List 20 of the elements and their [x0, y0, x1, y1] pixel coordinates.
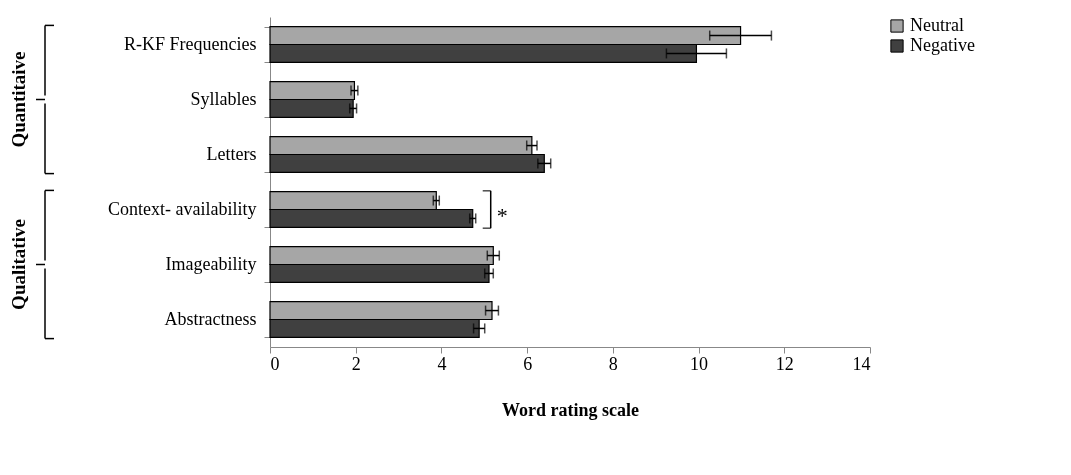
x-tick-label: 12	[775, 353, 794, 374]
text: Qualitative	[8, 219, 29, 310]
y-tick-label: Syllables	[190, 89, 257, 109]
x-tick-label: 4	[437, 353, 447, 374]
x-tick-label: 2	[351, 353, 361, 374]
annotation: *	[496, 202, 508, 228]
y-tick-label: R-KF Frequencies	[124, 34, 257, 54]
y-tick-label: Abstractness	[164, 309, 257, 329]
y-tick-label: Imageability	[165, 254, 257, 274]
y-tick-label: Letters	[206, 144, 257, 164]
legend-label: Negative	[910, 35, 975, 55]
x-tick-label: 8	[608, 353, 618, 374]
x-tick-label: 10	[690, 353, 709, 374]
text: Quantitaive	[8, 51, 29, 148]
x-tick-label: 14	[852, 353, 871, 374]
legend-label: Neutral	[910, 15, 964, 35]
y-tick-label: Context- availability	[108, 199, 257, 219]
x-tick-label: 0	[270, 353, 280, 374]
x-tick-label: 6	[523, 353, 533, 374]
x-axis-title: Word rating scale	[502, 399, 639, 420]
